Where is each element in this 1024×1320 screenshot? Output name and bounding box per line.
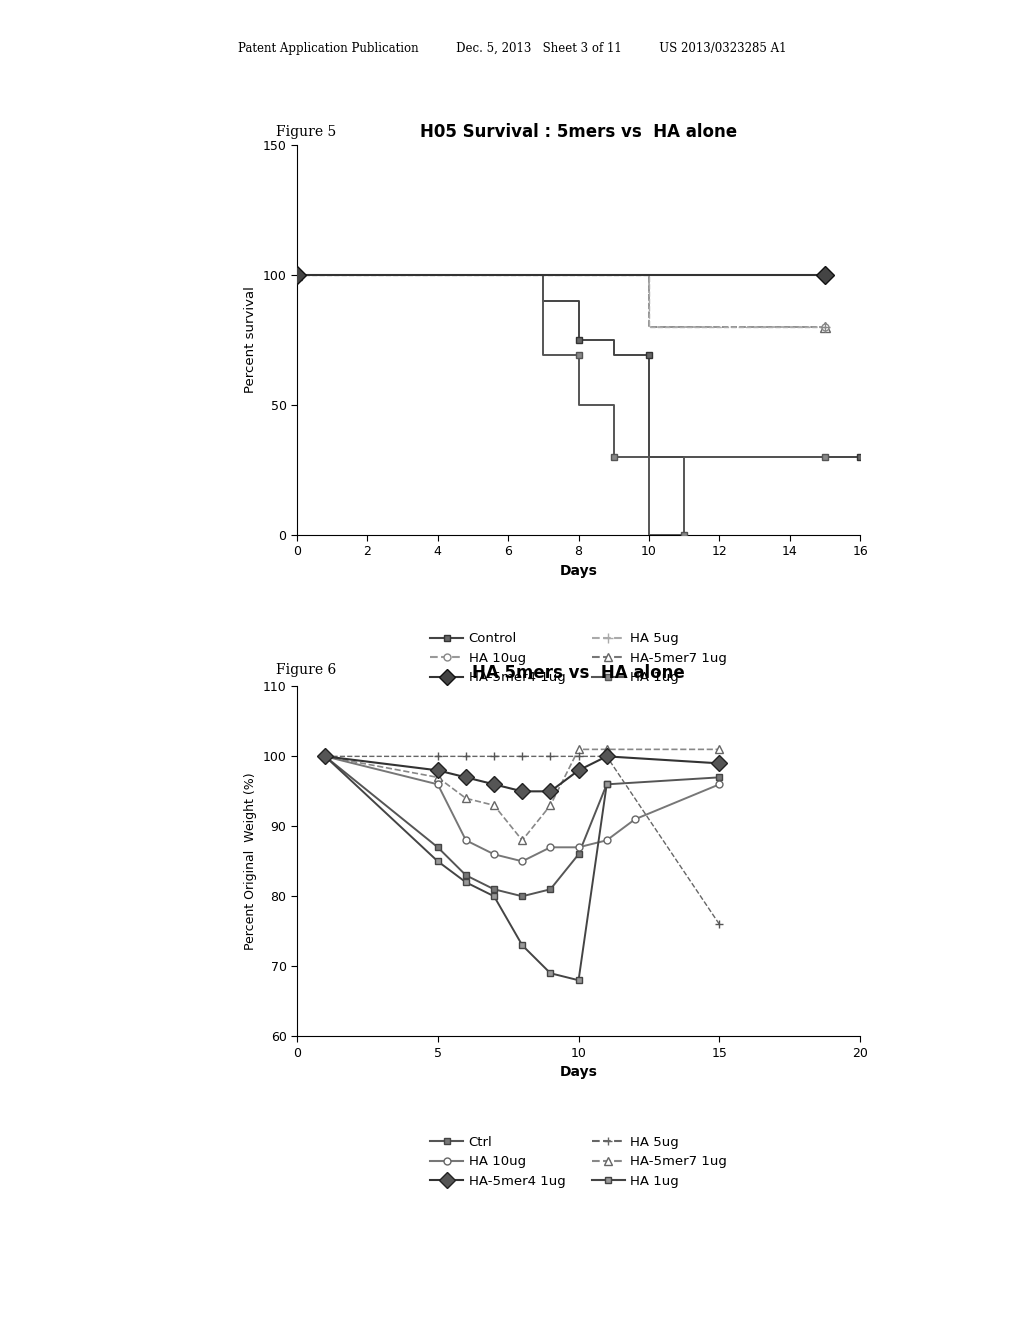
Text: Figure 6: Figure 6 <box>276 663 337 677</box>
Legend: Ctrl, HA 10ug, HA-5mer4 1ug, HA 5ug, HA-5mer7 1ug, HA 1ug: Ctrl, HA 10ug, HA-5mer4 1ug, HA 5ug, HA-… <box>425 1130 732 1193</box>
Text: Figure 5: Figure 5 <box>276 125 337 140</box>
Y-axis label: Percent survival: Percent survival <box>244 286 257 393</box>
Title: H05 Survival : 5mers vs  HA alone: H05 Survival : 5mers vs HA alone <box>420 123 737 141</box>
X-axis label: Days: Days <box>560 1065 597 1080</box>
Title: HA 5mers vs  HA alone: HA 5mers vs HA alone <box>472 664 685 682</box>
Legend: Control, HA 10ug, HA-5mer4 1ug, HA 5ug, HA-5mer7 1ug, HA 1ug: Control, HA 10ug, HA-5mer4 1ug, HA 5ug, … <box>425 627 732 689</box>
Y-axis label: Percent Original  Weight (%): Percent Original Weight (%) <box>244 772 257 950</box>
Text: Patent Application Publication          Dec. 5, 2013   Sheet 3 of 11          US: Patent Application Publication Dec. 5, 2… <box>238 42 786 55</box>
X-axis label: Days: Days <box>560 564 597 578</box>
